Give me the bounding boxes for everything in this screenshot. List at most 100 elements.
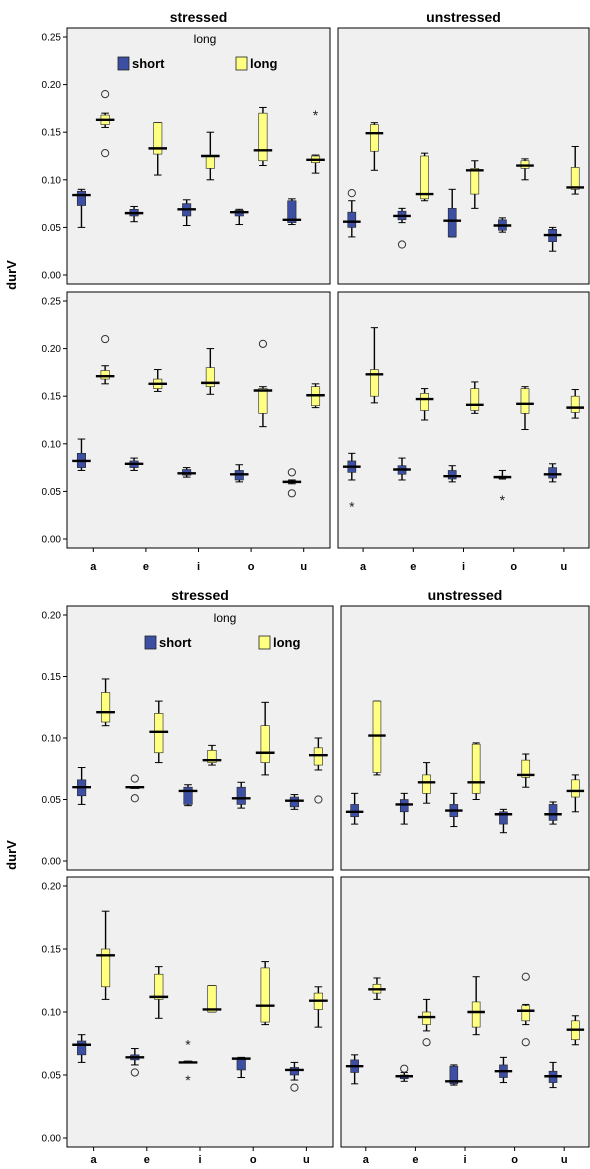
y-axis-title: durV <box>4 260 19 290</box>
box-a-short <box>72 188 91 228</box>
box-e-long <box>417 998 436 1047</box>
iqr-box <box>447 470 457 480</box>
box-o-short <box>494 808 513 834</box>
box-i-short <box>177 199 196 226</box>
panel-r0-c0: 0.00 0.05 0.10 0.15 0.20 <box>42 605 334 871</box>
box-i-long <box>467 742 485 800</box>
box-a-short <box>72 438 91 471</box>
y-tick-label: 0.20 <box>42 882 62 893</box>
box-o-long <box>253 339 273 428</box>
x-tick-label-a: a <box>90 561 97 573</box>
extreme-point: * <box>313 107 319 123</box>
legend-title: long <box>214 611 237 625</box>
box-o-long <box>517 972 535 1047</box>
x-tick-label-e: e <box>410 561 416 573</box>
outlier-point <box>258 339 268 348</box>
y-tick-label: 0.20 <box>42 344 62 355</box>
y-tick-label: 0.10 <box>42 175 62 186</box>
y-tick-label: 0.00 <box>42 271 62 282</box>
box-e-short <box>124 205 144 223</box>
iqr-box <box>370 124 379 152</box>
legend: long short long <box>117 32 277 71</box>
legend-label-short: short <box>159 635 192 650</box>
extreme-point: * <box>185 1072 191 1088</box>
x-tick-label-u: u <box>303 1154 310 1166</box>
panel-background <box>66 876 334 1148</box>
box-o-long <box>253 106 273 167</box>
box-a-short <box>345 792 364 825</box>
box-e-long <box>149 966 169 1019</box>
iqr-box <box>76 190 86 206</box>
box-u-short <box>285 794 304 810</box>
y-tick-label: 0.20 <box>42 611 62 622</box>
outlier-point <box>101 90 110 99</box>
legend-swatch-long <box>258 635 271 650</box>
iqr-box <box>470 168 480 195</box>
box-i-long <box>201 131 220 181</box>
box-o-long <box>255 961 275 1026</box>
box-u-long <box>566 774 585 813</box>
box-u-short <box>282 468 302 498</box>
outlier-point <box>130 794 139 803</box>
iqr-box <box>420 393 429 411</box>
column-header-stressed: stressed <box>171 587 229 603</box>
iqr-box <box>260 967 270 1023</box>
iqr-box <box>520 388 530 414</box>
iqr-box <box>154 973 164 1000</box>
iqr-box <box>422 1011 431 1025</box>
box-u-short <box>543 463 562 483</box>
box-o-long <box>255 701 275 776</box>
box-e-short <box>125 774 145 803</box>
legend-label-long: long <box>250 56 277 71</box>
box-e-short <box>124 457 144 471</box>
box-u-short <box>282 198 302 226</box>
x-tick-label-o: o <box>510 561 517 573</box>
x-tick-label-i: i <box>463 1154 466 1166</box>
box-a-long <box>96 910 115 1000</box>
box-e-long <box>417 762 436 804</box>
iqr-box <box>154 713 164 754</box>
outlier-point <box>397 240 407 249</box>
box-i-long <box>202 985 222 1013</box>
box-a-short <box>72 767 91 805</box>
outlier-point <box>400 1064 409 1073</box>
x-tick-label-a: a <box>363 1154 370 1166</box>
iqr-box <box>350 804 359 818</box>
iqr-box <box>471 1001 481 1028</box>
box-a-long <box>368 700 386 776</box>
y-tick-label: 0.05 <box>42 223 62 234</box>
legend-label-long: long <box>273 635 300 650</box>
x-tick-label-a: a <box>360 561 367 573</box>
iqr-box <box>236 786 246 805</box>
box-i-long <box>465 160 484 209</box>
y-tick-label: 0.05 <box>42 795 62 806</box>
box-o-short <box>231 1056 251 1079</box>
panel-r1-c0: 0.00 0.05 0.10 0.15 0.20 0.25 a e i o u <box>42 291 331 573</box>
iqr-box <box>236 1058 246 1071</box>
outlier-point <box>130 1068 139 1077</box>
outlier-point <box>287 468 296 477</box>
box-u-short <box>543 226 562 252</box>
iqr-box <box>100 370 110 380</box>
box-e-short <box>393 457 411 481</box>
iqr-box <box>205 155 215 169</box>
box-o-short <box>231 781 251 809</box>
y-tick-label: 0.00 <box>42 857 62 868</box>
outlier-point <box>521 972 530 981</box>
legend-swatch-short <box>144 635 157 650</box>
iqr-box <box>77 1040 87 1056</box>
box-o-short <box>493 217 512 233</box>
box-i-short <box>443 465 462 483</box>
box-a-long <box>95 90 115 158</box>
outlier-point <box>290 1083 299 1092</box>
iqr-box <box>570 395 580 413</box>
iqr-box <box>499 811 508 825</box>
iqr-box <box>470 388 480 411</box>
y-tick-label: 0.00 <box>42 1134 62 1145</box>
panel-background <box>66 27 331 285</box>
iqr-box <box>449 1065 459 1085</box>
iqr-box <box>289 796 299 808</box>
y-tick-label: 0.25 <box>42 297 62 308</box>
